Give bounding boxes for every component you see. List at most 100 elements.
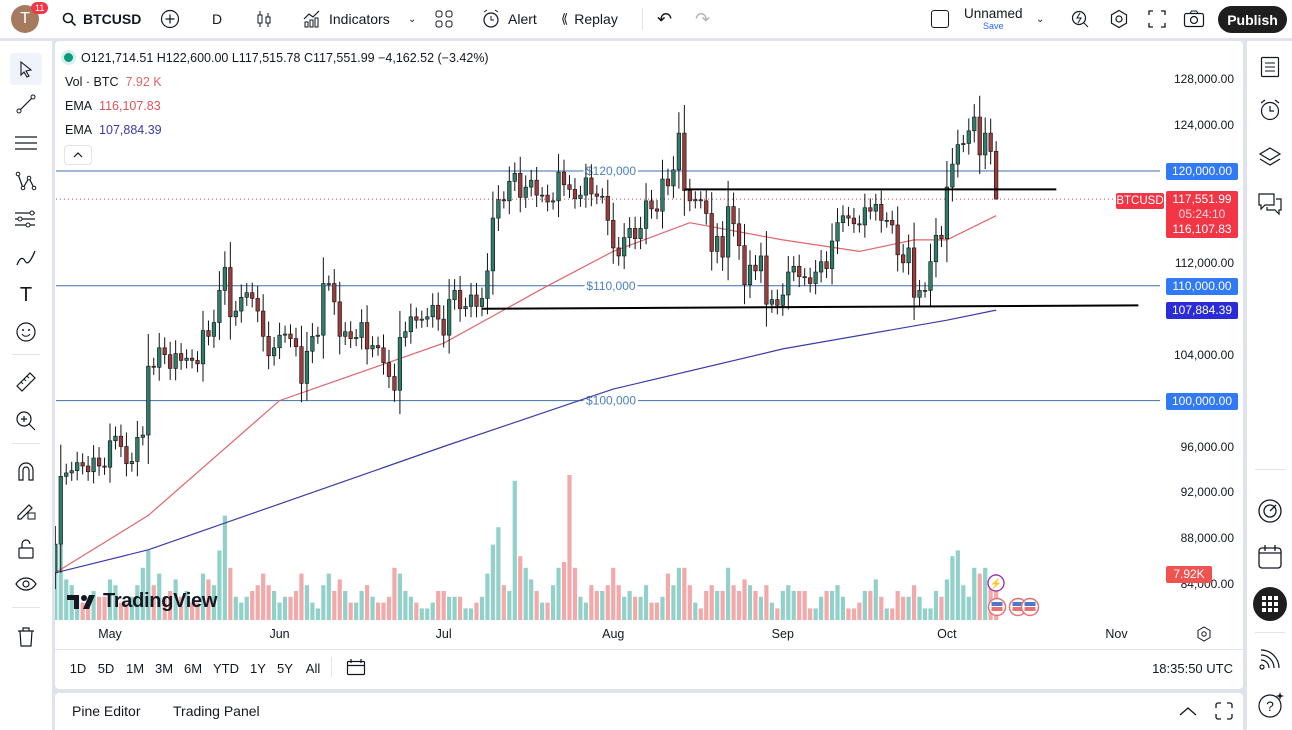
prediction-tool[interactable]: [12, 205, 40, 233]
goto-date-button[interactable]: [346, 658, 366, 679]
replay-icon: ⟪: [561, 11, 569, 26]
volume-bar: [474, 602, 479, 620]
help-icon: ?: [1258, 692, 1284, 718]
stay-drawing-tool[interactable]: [12, 496, 40, 524]
visibility-tool[interactable]: [12, 570, 40, 598]
volume-bar: [616, 585, 621, 620]
volume-bar: [687, 585, 692, 620]
symbol-search[interactable]: BTCUSD: [62, 0, 141, 38]
redo-button[interactable]: ↷: [695, 0, 710, 38]
help-button[interactable]: ?: [1256, 691, 1284, 719]
ideas-button[interactable]: [1256, 497, 1284, 525]
volume-bar: [397, 573, 403, 620]
volume-bar: [457, 596, 463, 620]
volume-bar: [649, 602, 654, 620]
volume-bar: [293, 591, 299, 620]
fullscreen-button[interactable]: [1147, 0, 1167, 38]
zoom-tool[interactable]: [12, 407, 40, 435]
layout-chevron-icon[interactable]: ⌄: [1036, 13, 1045, 25]
candle: [151, 365, 156, 368]
volume-bar: [168, 591, 173, 620]
range-button-all[interactable]: All: [305, 661, 321, 676]
volume-bar: [972, 567, 977, 620]
avatar[interactable]: T 11: [11, 0, 49, 38]
measure-lines-icon: [15, 210, 35, 228]
save-label[interactable]: Save: [983, 20, 1004, 31]
volume-bar: [386, 596, 392, 620]
cursor-tool[interactable]: [10, 53, 42, 85]
volume-bar: [736, 591, 742, 620]
range-button-1m[interactable]: 1M: [125, 661, 145, 676]
publish-button[interactable]: Publish: [1218, 6, 1287, 33]
magnet-tool[interactable]: [12, 457, 40, 485]
lock-tool[interactable]: [12, 535, 40, 563]
interval-button[interactable]: D: [212, 11, 223, 27]
ema-fast-legend[interactable]: EMA 116,107.83: [65, 99, 161, 113]
range-button-5y[interactable]: 5Y: [277, 661, 293, 676]
volume-legend[interactable]: Vol · BTC 7.92 K: [65, 75, 162, 89]
replay-button[interactable]: ⟪ Replay: [561, 0, 618, 38]
range-button-6m[interactable]: 6M: [183, 661, 203, 676]
range-button-1d[interactable]: 1D: [69, 661, 87, 676]
price-chart[interactable]: $120,000 $110,000 $100,000 ⚡: [55, 41, 1243, 689]
collapse-legend-button[interactable]: [64, 145, 92, 165]
compare-button[interactable]: [160, 0, 180, 38]
screenshot-button[interactable]: [1183, 0, 1205, 38]
candle: [797, 265, 802, 277]
candle: [293, 338, 299, 347]
maximize-panel-button[interactable]: [1215, 702, 1233, 723]
axis-settings-button[interactable]: [1196, 626, 1212, 645]
tab-pine-editor[interactable]: Pine Editor: [72, 703, 141, 719]
products-button[interactable]: [1253, 587, 1287, 621]
quick-search-button[interactable]: [1070, 0, 1090, 38]
candle: [299, 346, 304, 384]
range-button-ytd[interactable]: YTD: [213, 661, 239, 676]
ema-fast-line: [55, 215, 997, 574]
chat-button[interactable]: [1256, 190, 1284, 218]
candle: [775, 299, 780, 306]
volume-bar: [944, 579, 950, 620]
indicators-button[interactable]: Indicators: [302, 0, 390, 38]
text-tool[interactable]: T: [12, 281, 40, 309]
range-button-5d[interactable]: 5D: [97, 661, 115, 676]
ruler-tool[interactable]: [12, 368, 40, 396]
trendline-tool[interactable]: [12, 90, 40, 118]
volume-bar: [704, 591, 709, 620]
candle: [758, 255, 764, 272]
pattern-tool[interactable]: [12, 167, 40, 195]
candle: [698, 199, 703, 202]
redo-icon: ↷: [695, 8, 711, 29]
layout-name-button[interactable]: Unnamed Save: [964, 0, 1023, 38]
remove-drawings-button[interactable]: [12, 623, 40, 651]
layouts-button[interactable]: [435, 0, 453, 38]
indicators-chevron-icon[interactable]: ⌄: [408, 13, 417, 25]
horizontal-level-label: $100,000: [586, 394, 636, 408]
ema-slow-legend[interactable]: EMA 107,884.39: [65, 123, 162, 137]
alert-button[interactable]: Alert: [481, 0, 537, 38]
expand-panel-button[interactable]: [1179, 704, 1197, 719]
tab-trading-panel[interactable]: Trading Panel: [173, 703, 260, 719]
undo-button[interactable]: ↶: [657, 0, 672, 38]
horizontal-lines-tool[interactable]: [12, 129, 40, 157]
range-button-3m[interactable]: 3M: [154, 661, 174, 676]
volume-bar: [873, 579, 878, 620]
watchlist-button[interactable]: [1256, 53, 1284, 81]
chart-type-button[interactable]: [256, 0, 272, 38]
alerts-button[interactable]: [1256, 96, 1284, 124]
brush-tool[interactable]: [12, 244, 40, 272]
layout-checkbox[interactable]: [931, 0, 949, 38]
signals-button[interactable]: [1256, 645, 1284, 673]
chart-pane[interactable]: $120,000 $110,000 $100,000 ⚡ O121,714.51 H1…: [55, 41, 1243, 689]
volume-bar: [403, 591, 408, 620]
calendar-button[interactable]: [1256, 543, 1284, 571]
settings-button[interactable]: [1109, 0, 1129, 38]
volume-bar: [906, 596, 911, 620]
volume-bar: [638, 596, 643, 620]
candle: [206, 330, 211, 337]
emoji-tool[interactable]: [12, 318, 40, 346]
range-button-1y[interactable]: 1Y: [250, 661, 266, 676]
clock[interactable]: 18:35:50 UTC: [1152, 661, 1233, 676]
object-tree-button[interactable]: [1256, 143, 1284, 171]
time-tick-label: Nov: [1105, 627, 1128, 641]
top-toolbar: T 11 BTCUSD D Indicators ⌄ Alert ⟪ Repla…: [0, 0, 1292, 38]
